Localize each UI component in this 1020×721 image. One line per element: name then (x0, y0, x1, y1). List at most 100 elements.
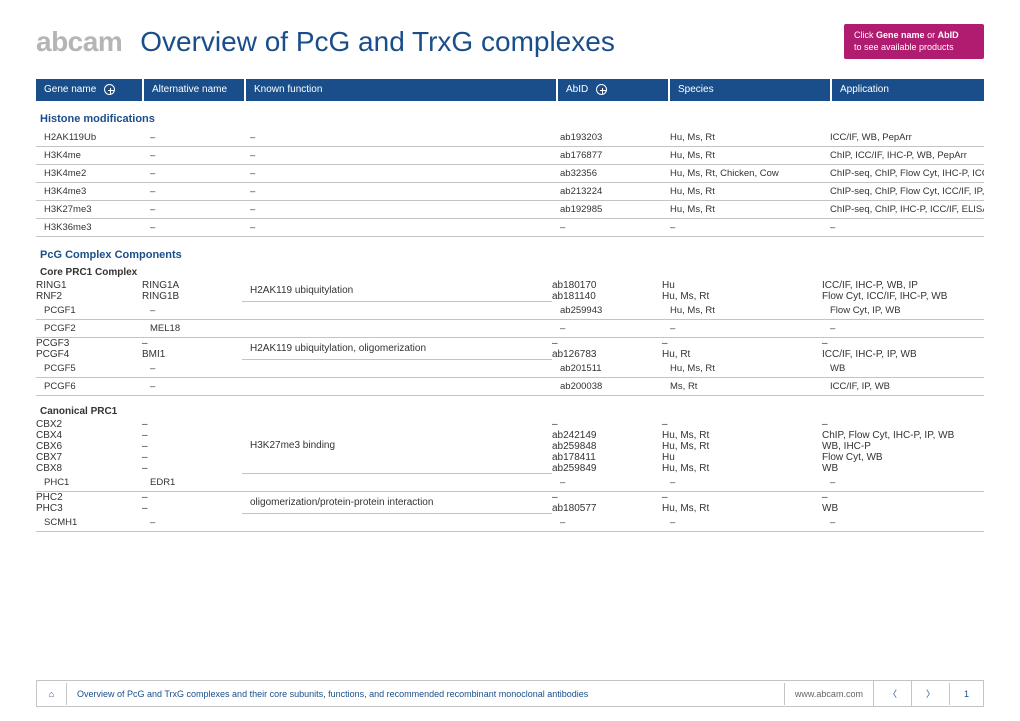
alt-cell: – (142, 183, 242, 201)
merged-group: RING1 RING1A RNF2 RING1B H2AK119 ubiquit… (36, 280, 984, 302)
spec-cell: Hu (662, 280, 822, 291)
alt-cell: – (142, 302, 242, 320)
abid-cell[interactable]: ab259943 (552, 302, 662, 320)
abid-cell[interactable]: ab180577 (552, 503, 662, 514)
gene-cell[interactable]: PCGF5 (36, 360, 142, 378)
expand-icon[interactable] (104, 84, 115, 95)
abid-cell[interactable]: ab200038 (552, 378, 662, 396)
gene-cell[interactable]: H3K36me3 (36, 219, 142, 237)
func-cell: – (242, 219, 552, 237)
abid-cell[interactable]: – (552, 320, 662, 338)
alt-cell: – (142, 430, 242, 441)
gene-cell[interactable]: PCGF4 (36, 349, 142, 360)
app-cell: ChIP-seq, ChIP, Flow Cyt, ICC/IF, IP, WB… (822, 183, 984, 201)
gene-cell[interactable]: CBX6 (36, 441, 142, 452)
table-row: ab259848 Hu, Ms, Rt WB, IHC-P (552, 441, 984, 452)
abid-cell[interactable]: ab192985 (552, 201, 662, 219)
table-row: ab259849 Hu, Ms, Rt WB (552, 463, 984, 474)
alt-cell: – (142, 503, 242, 514)
spec-cell: – (662, 419, 822, 430)
abid-cell[interactable]: ab242149 (552, 430, 662, 441)
abid-cell[interactable]: ab181140 (552, 291, 662, 302)
app-cell: ChIP-seq, ChIP, IHC-P, ICC/IF, ELISA, WB… (822, 201, 984, 219)
gene-cell[interactable]: CBX2 (36, 419, 142, 430)
abid-cell[interactable]: ab259849 (552, 463, 662, 474)
abid-cell[interactable]: – (552, 338, 662, 349)
gene-cell[interactable]: PHC2 (36, 492, 142, 503)
table-row: PHC3 – (36, 503, 242, 514)
expand-icon[interactable] (596, 84, 607, 95)
spec-cell: Hu, Ms, Rt (662, 183, 822, 201)
abid-cell[interactable]: ab180170 (552, 280, 662, 291)
gene-cell[interactable]: CBX8 (36, 463, 142, 474)
app-cell: – (822, 492, 984, 503)
gene-cell[interactable]: RING1 (36, 280, 142, 291)
table-row: – – – (552, 338, 984, 349)
gene-cell[interactable]: H2AK119Ub (36, 129, 142, 147)
alt-cell: BMI1 (142, 349, 242, 360)
app-cell: – (822, 219, 984, 237)
gene-cell[interactable]: PHC1 (36, 474, 142, 492)
func-cell: – (242, 129, 552, 147)
abid-cell[interactable]: ab126783 (552, 349, 662, 360)
func-cell: – (242, 165, 552, 183)
col-spec: Species (670, 79, 830, 100)
app-cell: – (822, 419, 984, 430)
app-cell: Flow Cyt, ICC/IF, IHC-P, WB (822, 291, 984, 302)
merged-group: PHC2 – PHC3 – oligomerization/protein-pr… (36, 492, 984, 514)
gene-cell[interactable]: PCGF3 (36, 338, 142, 349)
abid-cell[interactable]: ab201511 (552, 360, 662, 378)
alt-cell: RING1A (142, 280, 242, 291)
home-icon[interactable]: ⌂ (37, 683, 67, 705)
abid-cell[interactable]: ab259848 (552, 441, 662, 452)
table-row: PCGF6 – ab200038 Ms, Rt ICC/IF, IP, WB (36, 378, 984, 396)
gene-cell[interactable]: H3K4me3 (36, 183, 142, 201)
gene-cell[interactable]: PHC3 (36, 503, 142, 514)
app-cell: Flow Cyt, WB (822, 452, 984, 463)
gene-cell[interactable]: PCGF1 (36, 302, 142, 320)
abid-cell[interactable]: ab178411 (552, 452, 662, 463)
abid-cell[interactable]: – (552, 492, 662, 503)
spec-cell: Hu (662, 452, 822, 463)
table-row: PCGF3 – (36, 338, 242, 349)
table-row: H3K36me3 – – – – – (36, 219, 984, 237)
gene-cell[interactable]: H3K27me3 (36, 201, 142, 219)
abid-cell[interactable]: – (552, 474, 662, 492)
alt-cell: – (142, 219, 242, 237)
gene-cell[interactable]: PCGF6 (36, 378, 142, 396)
gene-cell[interactable]: SCMH1 (36, 514, 142, 532)
app-cell: – (822, 514, 984, 532)
table-row: PCGF5 – ab201511 Hu, Ms, Rt WB (36, 360, 984, 378)
section-pcg: PcG Complex Components Core PRC1 Complex… (0, 249, 1020, 532)
app-cell: WB (822, 360, 984, 378)
abid-cell[interactable]: ab176877 (552, 147, 662, 165)
gene-cell[interactable]: H3K4me (36, 147, 142, 165)
table-row: H3K4me2 – – ab32356 Hu, Ms, Rt, Chicken,… (36, 165, 984, 183)
alt-cell: – (142, 201, 242, 219)
alt-cell: – (142, 378, 242, 396)
spec-cell: Hu, Ms, Rt (662, 147, 822, 165)
prev-icon[interactable]: 〈 (873, 681, 911, 706)
abid-cell[interactable]: – (552, 219, 662, 237)
table-row: H3K27me3 – – ab192985 Hu, Ms, Rt ChIP-se… (36, 201, 984, 219)
sub-title: Canonical PRC1 (40, 406, 984, 417)
abid-cell[interactable]: – (552, 514, 662, 532)
cta-badge[interactable]: Click Gene name or AbID to see available… (844, 24, 984, 59)
gene-cell[interactable]: CBX7 (36, 452, 142, 463)
spec-cell: Hu, Rt (662, 349, 822, 360)
next-icon[interactable]: 〉 (911, 681, 949, 706)
abid-cell[interactable]: ab213224 (552, 183, 662, 201)
gene-cell[interactable]: RNF2 (36, 291, 142, 302)
footer-desc: Overview of PcG and TrxG complexes and t… (67, 683, 784, 705)
func-cell (242, 302, 552, 320)
alt-cell: – (142, 514, 242, 532)
gene-cell[interactable]: H3K4me2 (36, 165, 142, 183)
footer-url[interactable]: www.abcam.com (784, 683, 873, 705)
spec-cell: Hu, Ms, Rt (662, 463, 822, 474)
abid-cell[interactable]: ab193203 (552, 129, 662, 147)
footer: ⌂ Overview of PcG and TrxG complexes and… (36, 680, 984, 707)
abid-cell[interactable]: – (552, 419, 662, 430)
gene-cell[interactable]: PCGF2 (36, 320, 142, 338)
gene-cell[interactable]: CBX4 (36, 430, 142, 441)
abid-cell[interactable]: ab32356 (552, 165, 662, 183)
